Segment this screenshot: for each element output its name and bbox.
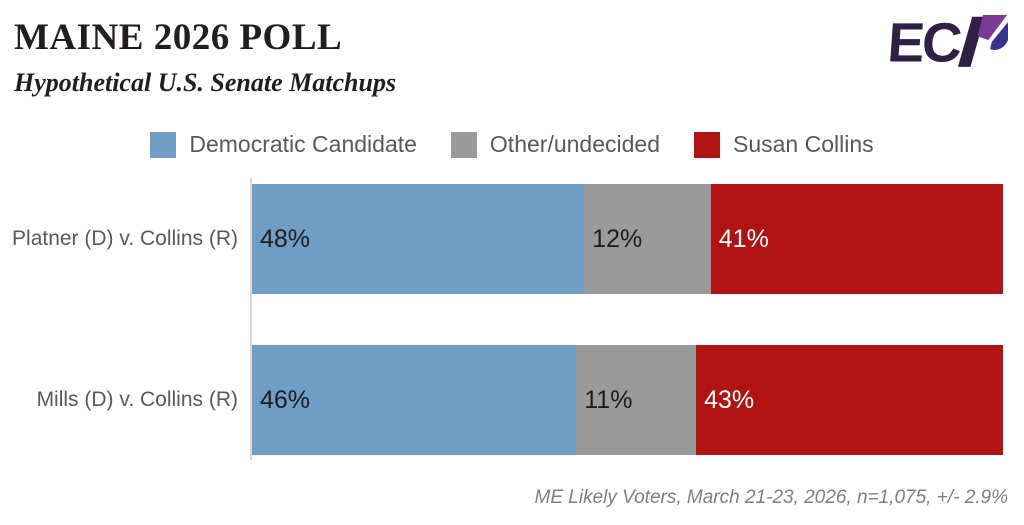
legend-label-democratic: Democratic Candidate: [189, 131, 417, 157]
bar-row: 48% 12% 41%: [252, 184, 1003, 294]
bar-value-label: 12%: [592, 224, 643, 253]
legend-item-democratic: Democratic Candidate: [150, 131, 417, 158]
bar-value-label: 43%: [704, 385, 755, 414]
legend-label-other: Other/undecided: [489, 131, 660, 157]
bar-segment: 11%: [576, 345, 697, 455]
svg-text:EC: EC: [890, 12, 963, 70]
bar-segment: 43%: [696, 345, 1003, 455]
bar-value-label: 46%: [260, 385, 311, 414]
legend-swatch-other: [450, 131, 477, 158]
methodology-note: ME Likely Voters, March 21-23, 2026, n=1…: [534, 487, 1009, 508]
legend-swatch-democratic: [150, 131, 177, 158]
bar-row: 46% 11% 43%: [252, 345, 1003, 455]
bar-value-label: 11%: [584, 385, 633, 414]
bar-value-label: 48%: [260, 224, 311, 253]
y-axis-line: [250, 178, 252, 460]
legend-item-collins: Susan Collins: [694, 131, 874, 158]
page-subtitle: Hypothetical U.S. Senate Matchups: [14, 68, 397, 97]
ecp-logo-icon: EC: [890, 12, 1008, 70]
bar-segment: 12%: [584, 184, 711, 294]
category-label: Mills (D) v. Collins (R): [36, 388, 238, 411]
bar-value-label: 41%: [718, 224, 769, 253]
page-title: MAINE 2026 POLL: [14, 17, 343, 58]
bar-segment: 48%: [252, 184, 585, 294]
legend-item-other: Other/undecided: [450, 131, 660, 158]
legend: Democratic Candidate Other/undecided Sus…: [0, 131, 1024, 158]
bar-segment: 46%: [252, 345, 577, 455]
category-label: Platner (D) v. Collins (R): [12, 227, 238, 250]
legend-label-collins: Susan Collins: [733, 131, 874, 157]
legend-swatch-collins: [694, 131, 720, 158]
bar-segment: 41%: [710, 184, 1003, 294]
